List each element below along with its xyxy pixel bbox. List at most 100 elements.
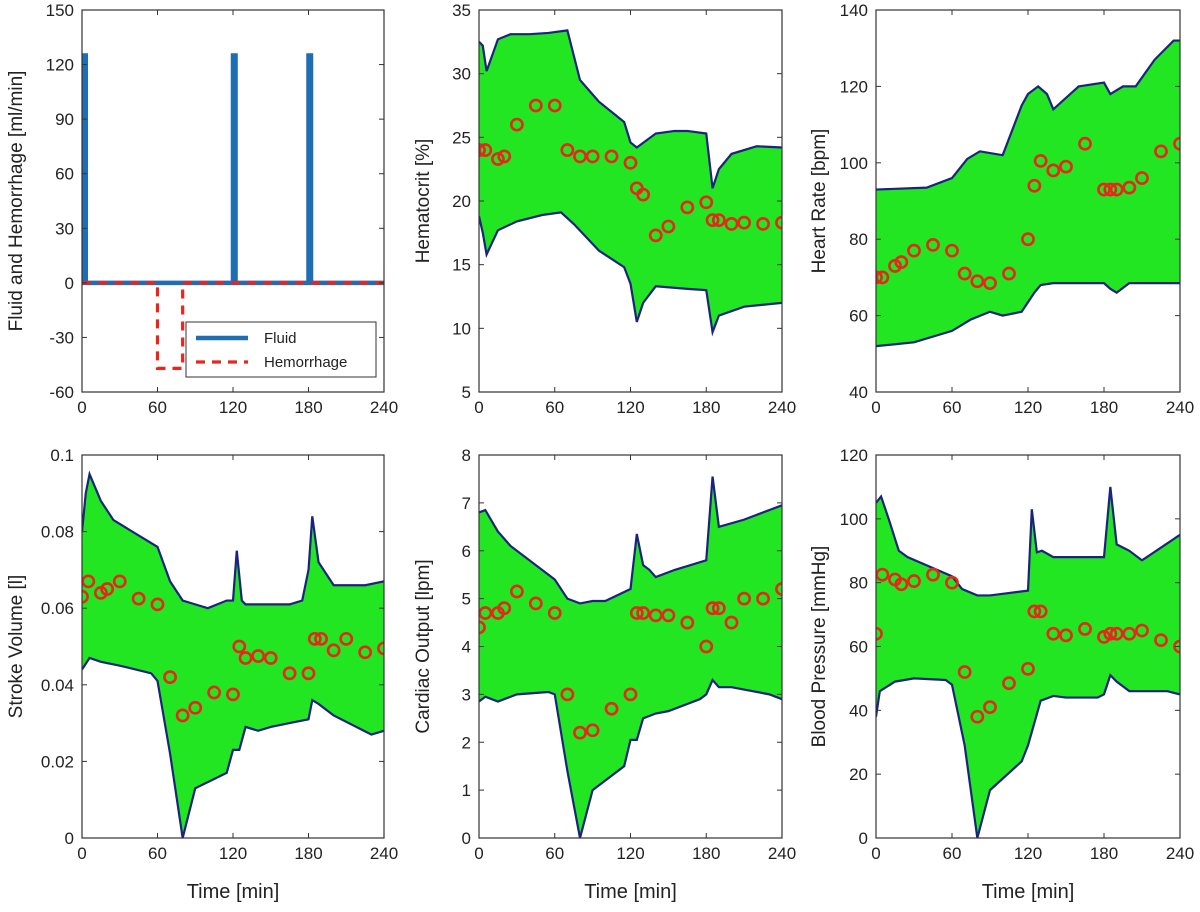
band-upper-edge <box>876 39 1180 191</box>
data-point <box>970 709 985 724</box>
data-point <box>547 606 562 620</box>
data-point <box>648 608 663 623</box>
y-tick-label: 0 <box>462 829 471 848</box>
data-point <box>479 606 493 620</box>
y-tick-label: 120 <box>840 446 868 465</box>
data-point <box>983 276 997 291</box>
x-tick-label: 0 <box>474 398 483 417</box>
data-point <box>724 217 739 231</box>
band-upper-edge <box>479 476 782 605</box>
data-point <box>301 666 316 681</box>
data-point <box>1021 661 1035 676</box>
data-point <box>661 608 676 623</box>
x-tick-label: 120 <box>616 398 644 417</box>
data-point <box>263 651 278 665</box>
data-point <box>560 143 575 157</box>
x-tick-label: 0 <box>77 844 86 863</box>
y-tick-label: 120 <box>840 77 868 96</box>
x-axis-label: Time [min] <box>584 881 677 903</box>
data-point <box>648 228 663 243</box>
data-point <box>1002 676 1016 691</box>
plot-area <box>479 476 782 838</box>
x-axis-label: Time [min] <box>187 881 280 903</box>
y-tick-label: 6 <box>462 542 471 561</box>
y-tick-label: 0 <box>859 829 868 848</box>
y-tick-label: 5 <box>462 590 471 609</box>
x-tick-label: 120 <box>1014 398 1042 417</box>
y-tick-label: 10 <box>452 319 471 338</box>
y-tick-label: 0.02 <box>41 752 74 771</box>
band-upper-edge <box>876 486 1180 597</box>
data-point <box>314 631 328 646</box>
y-tick-label: 90 <box>55 110 74 129</box>
y-tick-label: 0.04 <box>41 676 74 695</box>
x-tick-label: 240 <box>370 844 398 863</box>
y-tick-label: 100 <box>840 510 868 529</box>
data-point <box>82 574 96 589</box>
x-tick-label: 240 <box>1166 844 1194 863</box>
confidence-band <box>479 30 782 333</box>
data-point <box>497 601 512 616</box>
y-axis-label: Fluid and Hemorrhage [ml/min] <box>6 71 27 332</box>
y-tick-label: 8 <box>462 446 471 465</box>
y-tick-label: 120 <box>46 56 74 75</box>
y-tick-label: 20 <box>452 192 471 211</box>
confidence-band <box>82 474 384 838</box>
data-point <box>1135 623 1149 638</box>
x-tick-label: 120 <box>219 398 247 417</box>
x-tick-label: 60 <box>943 398 962 417</box>
data-point <box>1173 136 1180 151</box>
band-lower-edge <box>479 211 782 337</box>
data-point <box>623 687 638 702</box>
legend-label: Hemorrhage <box>264 354 347 371</box>
y-tick-label: 4 <box>462 638 471 657</box>
data-point <box>756 217 770 231</box>
y-tick-label: 20 <box>849 765 868 784</box>
band-lower-edge <box>479 677 782 838</box>
y-tick-label: 0 <box>65 274 74 293</box>
data-point <box>251 649 266 663</box>
data-point <box>1122 626 1137 641</box>
y-tick-label: 60 <box>849 638 868 657</box>
y-tick-label: 150 <box>46 1 74 20</box>
data-point <box>585 149 600 164</box>
y-tick-label: 35 <box>452 1 471 20</box>
x-tick-label: 0 <box>871 398 880 417</box>
data-point <box>711 213 726 227</box>
x-tick-label: 0 <box>77 398 86 417</box>
data-point <box>573 725 587 740</box>
data-point <box>604 701 619 716</box>
panel-blood-pressure: 0 60 120 180 240 0 20 40 60 80 100 120 Blood Pressur… <box>809 446 1194 903</box>
data-point <box>680 615 695 630</box>
y-axis-label: Heart Rate [bpm] <box>809 129 830 274</box>
y-axis-label: Hematocrit [%] <box>413 139 434 264</box>
y-tick-label: 30 <box>452 65 471 84</box>
data-point <box>1103 182 1118 197</box>
panel-cardiac-output: 0 60 120 180 240 0 1 2 3 4 5 6 7 8 Cardiac Output [lpm… <box>413 446 796 903</box>
data-point <box>585 723 600 738</box>
y-tick-label: 80 <box>849 230 868 249</box>
plot-area <box>876 486 1180 838</box>
x-tick-label: 60 <box>545 844 564 863</box>
x-tick-label: 180 <box>294 844 322 863</box>
data-point <box>1109 182 1124 197</box>
x-tick-label: 240 <box>768 844 796 863</box>
confidence-band <box>479 476 782 838</box>
data-point <box>636 187 651 202</box>
data-point <box>629 606 644 620</box>
data-point <box>509 117 524 132</box>
panel-fluid-hemorrhage: 0 60 120 180 240 -60 -30 0 30 60 90 120 150 Fluid and… <box>6 1 398 417</box>
data-point <box>775 215 782 230</box>
band-upper-edge <box>82 470 384 610</box>
legend-box <box>185 321 377 378</box>
confidence-band <box>876 40 1180 347</box>
data-point <box>1046 626 1061 641</box>
data-point <box>705 213 720 227</box>
data-point <box>1021 232 1035 247</box>
data-point <box>1059 628 1073 643</box>
data-point <box>1027 178 1042 193</box>
y-axis-label: Blood Pressure [mmHg] <box>809 546 830 748</box>
y-tick-label: 5 <box>462 383 471 402</box>
x-tick-label: 120 <box>1014 844 1042 863</box>
data-point <box>623 155 638 170</box>
